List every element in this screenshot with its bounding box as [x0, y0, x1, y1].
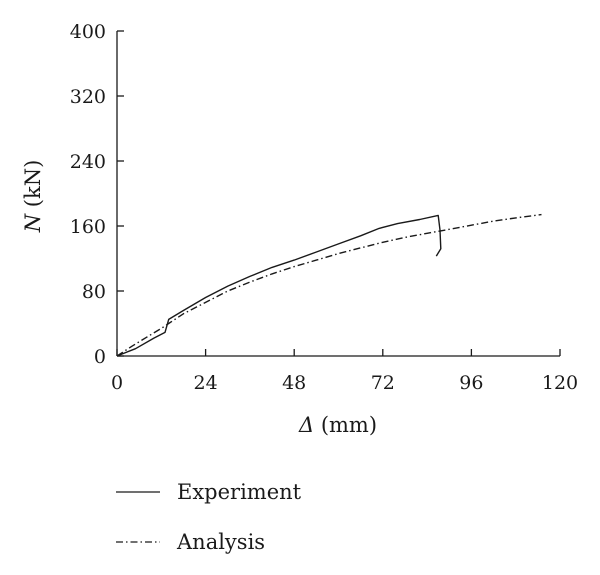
- x-ticks: 0 24 48 72 96 120: [111, 349, 578, 394]
- series-line-experiment: [116, 214, 442, 357]
- legend-item-analysis: Analysis: [116, 530, 265, 554]
- x-tick-label: 96: [459, 372, 483, 394]
- x-tick-label: 0: [111, 372, 123, 394]
- legend: Experiment Analysis: [116, 480, 302, 554]
- y-tick-label: 160: [70, 216, 106, 238]
- y-tick-label: 240: [70, 151, 106, 173]
- series-line-analysis: [116, 213, 542, 357]
- y-tick-label: 400: [70, 21, 106, 43]
- legend-label-experiment: Experiment: [177, 480, 302, 504]
- legend-item-experiment: Experiment: [116, 480, 302, 504]
- y-tick-label: 80: [82, 281, 106, 303]
- y-axis-unit: (kN): [21, 160, 45, 214]
- y-axis-label: N (kN): [21, 160, 45, 234]
- y-tick-label: 0: [94, 346, 106, 368]
- series-layer: [116, 213, 542, 357]
- x-axis-symbol: Δ: [298, 413, 314, 437]
- y-tick-label: 320: [70, 86, 106, 108]
- legend-label-analysis: Analysis: [176, 530, 265, 554]
- plot-area: 0 80 160 240 320 400 0 24 48 72 96 120: [70, 21, 578, 394]
- x-tick-label: 120: [542, 372, 578, 394]
- x-tick-label: 24: [194, 372, 218, 394]
- x-tick-label: 72: [371, 372, 395, 394]
- y-axis-symbol: N: [21, 213, 45, 233]
- x-tick-label: 48: [282, 372, 306, 394]
- y-ticks: 0 80 160 240 320 400: [70, 21, 124, 368]
- x-axis-unit: (mm): [314, 413, 377, 437]
- x-axis-label: Δ (mm): [298, 413, 377, 437]
